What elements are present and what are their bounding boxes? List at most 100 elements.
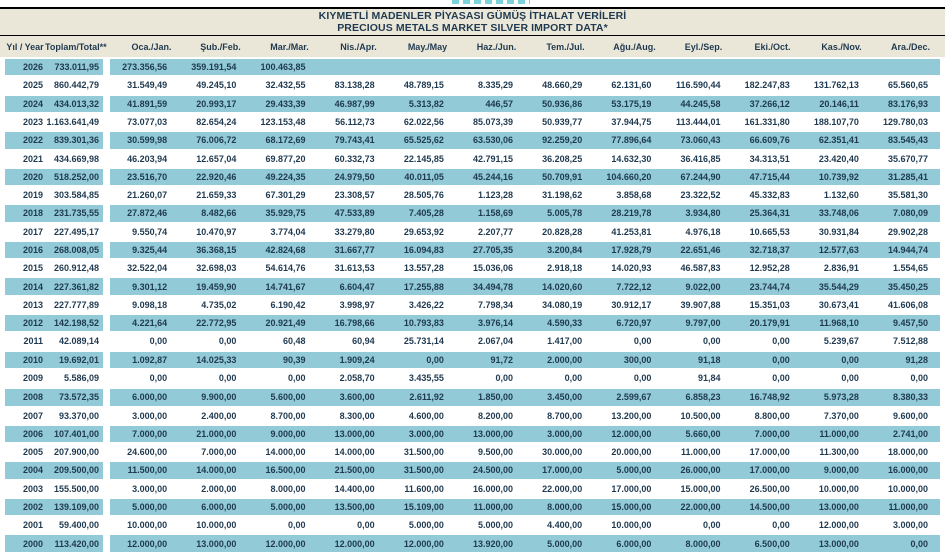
column-header: Yıl / Year	[6, 41, 44, 52]
months-block: 273.356,56 359.191,54 100.463,85	[110, 59, 940, 76]
month-value-cell: 14.020,93	[611, 263, 652, 274]
year-total-block: 2021 434.669,98	[5, 150, 103, 166]
month-value-cell: 16.500,00	[265, 465, 306, 476]
table-row: 2022 839.301,36 30.599,98 76.006,72 68.172,6…	[5, 132, 940, 149]
month-value-cell: 20.146,11	[819, 98, 859, 109]
month-value-cell: 92.259,20	[542, 135, 583, 146]
total-cell: 231.735,55	[53, 208, 99, 219]
month-value-cell: 3.426,22	[408, 299, 444, 310]
year-cell: 2005	[22, 447, 43, 458]
months-block: 24.600,00 7.000,00 14.000,00 14.000,00 31.50…	[110, 444, 940, 460]
month-value-cell: 15.109,00	[403, 502, 444, 513]
month-value-cell: 14.000,00	[265, 447, 306, 458]
year-total-block: 2020 518.252,00	[5, 168, 103, 186]
year-total-block: 2018 231.735,55	[5, 205, 103, 222]
month-value-cell: 12.000,00	[334, 538, 375, 549]
months-block: 27.872,46 8.482,66 35.929,75 47.533,89 7.405…	[110, 205, 940, 222]
month-value-cell: 31.500,00	[403, 447, 444, 458]
year-total-block: 2002 139.109,00	[5, 498, 103, 516]
month-value-cell: 42.791,15	[472, 153, 514, 164]
month-value-cell: 21.500,00	[334, 465, 375, 476]
total-cell: 93.370,00	[58, 410, 99, 421]
month-value-cell: 25.731,14	[403, 336, 444, 347]
month-value-cell: 182.247,83	[744, 80, 790, 91]
table-row: 2019 303.584,85 21.260,07 21.659,33 67.301,2…	[5, 187, 940, 203]
month-value-cell: 7.370,00	[823, 410, 859, 421]
month-value-cell: 16.798,66	[334, 318, 375, 329]
month-value-cell: 123.153,48	[260, 117, 306, 128]
month-value-cell: 33.748,06	[818, 208, 859, 219]
month-value-cell: 16.094,83	[403, 245, 444, 255]
months-block: 10.000,00 10.000,00 0,00 0,00 5.000,00 5.000,…	[110, 517, 940, 533]
total-cell: 1.163.641,49	[46, 117, 99, 128]
total-cell: 260.912,48	[53, 263, 99, 274]
column-header: May./May	[407, 41, 448, 52]
month-value-cell: 29.653,92	[403, 226, 444, 237]
month-value-cell: 24.979,50	[334, 171, 375, 182]
month-value-cell: 22.145,85	[403, 153, 444, 164]
month-value-cell: 91,72	[490, 354, 514, 365]
year-total-block: 2011 42.089,14	[5, 333, 103, 349]
month-value-cell: 131.762,13	[813, 80, 859, 91]
month-value-cell: 14.500,00	[749, 502, 790, 513]
month-value-cell: 6.190,42	[270, 299, 306, 310]
column-header: Kas./Nov.	[821, 41, 862, 52]
month-value-cell: 1.123,28	[477, 190, 514, 201]
month-value-cell: 30.912,17	[611, 299, 652, 310]
column-gap	[103, 224, 110, 240]
month-value-cell: 5.600,00	[270, 392, 306, 403]
month-value-cell: 3.976,14	[477, 318, 514, 329]
month-value-cell: 21.000,00	[196, 428, 237, 439]
table-row: 2005 207.900,00 24.600,00 7.000,00 14.000,00…	[5, 444, 940, 460]
month-value-cell: 5.239,67	[823, 336, 859, 347]
month-value-cell: 65.560,65	[888, 80, 929, 91]
month-value-cell: 188.107,70	[813, 117, 859, 128]
table-row: 2000 113.420,00 12.000,00 13.000,00 12.000,0…	[5, 535, 940, 552]
month-value-cell: 26.500,00	[749, 483, 790, 494]
year-total-block: 2008 73.572,35	[5, 389, 103, 406]
month-value-cell: 14.020,60	[542, 281, 583, 292]
month-value-cell: 11.300,00	[819, 447, 859, 458]
month-value-cell: 6.500,00	[754, 538, 790, 549]
column-gap	[103, 242, 110, 258]
column-gap	[103, 407, 110, 423]
month-value-cell: 37.266,12	[749, 98, 790, 109]
total-cell: 268.008,05	[53, 245, 99, 255]
year-cell: 2000	[22, 538, 43, 549]
month-value-cell: 5.000,00	[477, 520, 514, 531]
month-value-cell: 14.000,00	[334, 447, 375, 458]
month-value-cell: 32.718,37	[749, 245, 790, 255]
column-gap	[103, 535, 110, 551]
total-cell: 227.495,17	[53, 226, 99, 237]
month-value-cell: 49.224,35	[265, 171, 306, 182]
month-value-cell: 3.998,97	[339, 299, 375, 310]
column-gap	[103, 96, 110, 112]
month-value-cell: 2.207,77	[477, 226, 514, 237]
month-value-cell: 3.000,00	[547, 428, 583, 439]
column-header: Nis./Apr.	[340, 41, 377, 52]
month-value-cell: 0,00	[772, 336, 790, 347]
month-value-cell: 34.494,78	[472, 281, 514, 292]
table-row: 2020 518.252,00 23.516,70 22.920,46 49.224,3…	[5, 168, 940, 186]
month-value-cell: 0,00	[772, 520, 790, 531]
month-value-cell: 23.420,40	[818, 153, 859, 164]
column-header: Şub./Feb.	[200, 41, 241, 52]
column-header: Toplam/Total**	[45, 41, 107, 52]
table-row: 2026 733.011,95 273.356,56 359.191,54 100.46…	[5, 59, 940, 76]
month-value-cell: 3.934,80	[685, 208, 721, 219]
column-gap	[103, 444, 110, 460]
month-value-cell: 10.000,00	[196, 520, 237, 531]
month-value-cell: 4.221,64	[132, 318, 168, 329]
month-value-cell: 3.435,55	[408, 372, 444, 383]
table-row: 2002 139.109,00 5.000,00 6.000,00 5.000,00 13…	[5, 498, 940, 516]
year-cell: 2006	[22, 428, 43, 439]
month-value-cell: 14.025,33	[196, 354, 237, 365]
month-value-cell: 17.928,79	[611, 245, 652, 255]
month-value-cell: 10.470,97	[196, 226, 237, 237]
total-cell: 155.500,00	[53, 483, 99, 494]
table-title-block: KIYMETLİ MADENLER PİYASASI GÜMÜŞ İTHALAT…	[0, 9, 945, 36]
month-value-cell: 4.600,00	[408, 410, 444, 421]
month-value-cell: 73.077,03	[127, 117, 168, 128]
month-value-cell: 9.900,00	[201, 392, 237, 403]
year-cell: 2014	[22, 281, 43, 292]
